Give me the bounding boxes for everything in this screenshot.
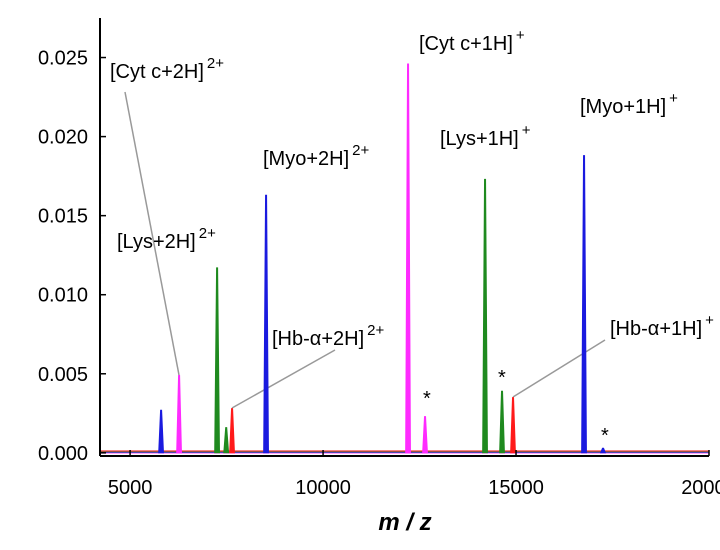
peak: [422, 416, 428, 454]
annotation: [Cyt c+1H]: [419, 33, 513, 55]
y-tick-label: 0.015: [38, 206, 88, 228]
x-tick-label: 20000: [681, 477, 720, 499]
x-axis-label: m / z: [378, 509, 431, 536]
y-tick-label: 0.010: [38, 285, 88, 307]
peak: [229, 408, 235, 454]
y-tick-label: 0.025: [38, 48, 88, 70]
peak: [223, 427, 230, 454]
annotation-superscript: +: [669, 90, 678, 107]
annotation: [Hb-α+2H]: [272, 328, 364, 350]
leader-line: [512, 339, 606, 398]
annotation: [Hb-α+1H]: [610, 318, 702, 340]
leader-line: [124, 91, 180, 376]
annotation: *: [423, 388, 431, 410]
annotation: [Myo+1H]: [580, 96, 666, 118]
leader-line: [231, 349, 336, 409]
peak: [176, 374, 182, 454]
y-tick-label: 0.020: [38, 127, 88, 149]
peak: [499, 390, 505, 454]
y-tick-label: 0.005: [38, 364, 88, 386]
x-tick-label: 15000: [488, 477, 544, 499]
annotation-superscript: +: [705, 312, 714, 329]
annotation: [Myo+2H]: [263, 148, 349, 170]
annotation-superscript: 2+: [199, 225, 216, 242]
peak: [510, 397, 516, 454]
peak: [158, 409, 165, 454]
peak: [214, 267, 220, 454]
peak: [599, 447, 607, 454]
peak: [482, 178, 488, 454]
annotation-superscript: 2+: [352, 142, 369, 159]
peak: [405, 63, 411, 454]
annotation-superscript: +: [516, 27, 525, 44]
annotation: [Lys+1H]: [440, 128, 519, 150]
annotation: *: [601, 425, 609, 447]
x-tick-label: 5000: [108, 477, 153, 499]
peak: [581, 155, 587, 454]
annotation: [Lys+2H]: [117, 231, 196, 253]
annotation-superscript: 2+: [207, 55, 224, 72]
x-tick-label: 10000: [295, 477, 351, 499]
annotation-superscript: 2+: [367, 322, 384, 339]
annotation: [Cyt c+2H]: [110, 61, 204, 83]
annotation-superscript: +: [522, 122, 531, 139]
annotation: *: [498, 367, 506, 389]
peak: [263, 194, 269, 454]
y-tick-label: 0.000: [38, 443, 88, 465]
